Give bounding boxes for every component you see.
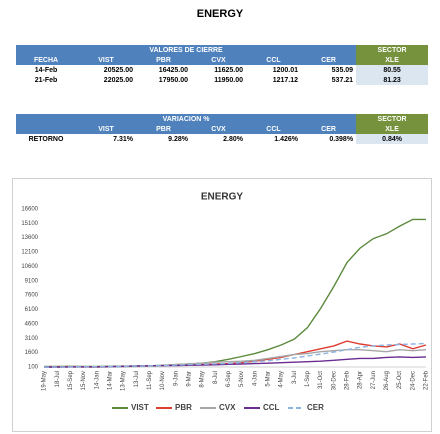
x-tick-label: 24-Dec [410, 371, 416, 390]
x-tick-label: 28-Apr [358, 371, 364, 389]
group-header: VALORES DE CIERRE [16, 45, 357, 55]
x-tick-label: 19-May [42, 371, 48, 391]
x-tick-label: 28-Feb [345, 370, 351, 390]
group-header: VARIACION % [16, 114, 357, 124]
legend-label: CCL [263, 403, 280, 412]
table-cell: 535.09 [331, 66, 354, 74]
chart-frame [12, 178, 432, 432]
table-cell: 14-Feb [34, 66, 58, 74]
x-tick-label: 8-May [200, 371, 206, 388]
y-tick-label: 100 [28, 365, 39, 371]
chart-title: ENERGY [201, 192, 244, 203]
sector-header: SECTOR [356, 114, 429, 124]
column-header: CVX [191, 55, 246, 65]
x-tick-label: 30-Dec [331, 371, 337, 390]
y-tick-label: 15100 [21, 221, 38, 227]
series-line [43, 218, 426, 368]
y-tick-label: 12100 [21, 250, 38, 256]
x-tick-label: 5-Mar [266, 371, 272, 387]
table-cell: 1.426% [274, 135, 298, 143]
variation-table: VARIACION % SECTOR VIST PBR CVX CCL CER XLE RETO… [16, 114, 429, 144]
series-line [43, 340, 427, 368]
table-cell: 16425.00 [158, 66, 188, 74]
legend-label: CVX [219, 403, 236, 412]
x-tick-label: 31-Oct [318, 371, 324, 389]
x-tick-label: 5-Nov [239, 371, 245, 387]
x-tick-label: 13-Jul [134, 371, 140, 387]
legend-label: VIST [131, 403, 149, 412]
page-title: ENERGY [196, 8, 244, 20]
y-tick-label: 9100 [25, 278, 39, 284]
column-header: VIST [76, 124, 136, 134]
x-tick-label: 4-May [279, 371, 285, 388]
table-cell: 1200.01 [272, 66, 298, 74]
x-tick-label: 13-May [121, 371, 127, 391]
column-header: XLE [356, 124, 429, 134]
table-cell: 17950.00 [158, 76, 188, 84]
column-header: CER [301, 55, 357, 65]
x-tick-label: 15-Sep [68, 370, 74, 390]
table-cell: 81.23 [356, 75, 429, 85]
x-tick-label: 27-Jun [371, 371, 377, 389]
x-tick-label: 18-Jul [55, 371, 61, 387]
x-tick-label: 9-Jan [173, 371, 179, 386]
column-header: CVX [191, 124, 246, 134]
table-cell: 21-Feb [34, 76, 58, 84]
column-header: PBR [136, 124, 191, 134]
x-tick-label: 14-Mar [107, 371, 113, 390]
x-tick-label: 9-Mar [186, 371, 192, 387]
x-tick-label: 6-Sep [226, 370, 232, 387]
sector-header: SECTOR [356, 45, 429, 55]
legend-label: CER [307, 403, 324, 412]
y-tick-label: 7600 [25, 293, 39, 299]
table-cell: 0.398% [329, 135, 354, 143]
y-tick-label: 1600 [25, 350, 39, 356]
y-tick-label: 4600 [25, 321, 39, 327]
y-tick-label: 3100 [25, 336, 39, 342]
table-cell: 11625.00 [214, 66, 243, 74]
x-tick-label: 25-Oct [397, 371, 403, 389]
x-tick-label: 22-Feb [424, 370, 430, 390]
y-tick-label: 16600 [21, 206, 38, 212]
column-header: XLE [356, 55, 429, 65]
column-header: CCL [246, 124, 301, 134]
table-cell: 22025.00 [103, 76, 133, 84]
x-tick-label: 14-Jan [94, 371, 100, 389]
closing-values-table: VALORES DE CIERRE SECTOR FECHA VIST PBR CVX CC… [16, 45, 429, 85]
x-tick-label: 1-Sep [305, 370, 311, 387]
y-tick-label: 13600 [21, 235, 38, 241]
table-cell: 11950.00 [214, 76, 243, 84]
column-header: CCL [246, 55, 301, 65]
table-cell: 80.55 [356, 65, 429, 75]
x-tick-label: 4-Jan [252, 371, 258, 386]
table-cell: 537.21 [331, 76, 354, 84]
table-cell: 1217.12 [272, 76, 298, 84]
column-header: VIST [76, 55, 136, 65]
table-cell: 0.84% [356, 134, 429, 144]
table-cell: 20525.00 [103, 66, 133, 74]
y-tick-label: 6100 [25, 307, 39, 313]
column-header: PBR [136, 55, 191, 65]
column-header [16, 124, 76, 134]
table-cell: 9.28% [168, 135, 188, 143]
table-cell: 7.31% [113, 135, 133, 143]
x-tick-label: 8-Jul [213, 371, 219, 384]
legend-label: PBR [175, 403, 192, 412]
x-tick-label: 15-Nov [81, 371, 87, 390]
table-cell: RETORNO [28, 135, 64, 143]
table-cell: 2.80% [223, 135, 243, 143]
x-tick-label: 10-Nov [160, 371, 166, 390]
x-tick-label: 26-Aug [384, 371, 390, 390]
column-header: FECHA [16, 55, 76, 65]
y-tick-label: 10600 [21, 264, 38, 270]
x-tick-label: 11-Sep [147, 370, 153, 390]
series-line [44, 356, 427, 368]
column-header: CER [301, 124, 357, 134]
x-tick-label: 3-Jul [292, 371, 298, 384]
